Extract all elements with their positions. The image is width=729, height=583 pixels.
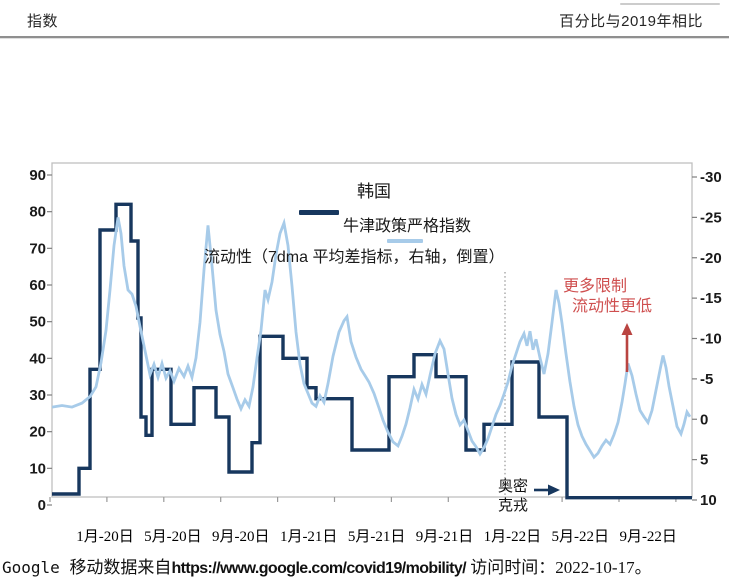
annotation-more-restrictions: 更多限制 流动性更低 bbox=[563, 277, 652, 317]
right-axis-tick-label: -25 bbox=[700, 209, 722, 226]
source-text: 移动数据来自 bbox=[69, 558, 172, 577]
x-axis-tick-label: 1月-21日 bbox=[280, 529, 338, 545]
x-axis-tick-label: 9月-21日 bbox=[416, 529, 474, 545]
x-axis-tick-label: 5月-22日 bbox=[552, 529, 610, 545]
header-divider bbox=[0, 36, 729, 39]
right-axis-tick-label: -15 bbox=[700, 290, 722, 307]
legend-label-stringency: 牛津政策严格指数 bbox=[343, 218, 472, 235]
plot-frame bbox=[51, 162, 693, 498]
annotation-omicron: 奥密 克戎 bbox=[498, 477, 528, 515]
right-axis-tick-label: 0 bbox=[700, 411, 708, 428]
source-url[interactable]: https://www.google.com/covid19/mobility/ bbox=[171, 560, 466, 577]
series-mobility-line bbox=[51, 217, 692, 460]
right-axis-tick-label: 10 bbox=[700, 492, 717, 509]
right-axis-tick-label: -20 bbox=[700, 250, 722, 267]
annotation-omicron-line1: 奥密 bbox=[498, 478, 529, 495]
annotation-omicron-line2: 克戎 bbox=[498, 497, 529, 514]
series-stringency-line bbox=[52, 202, 692, 500]
x-axis-tick-label: 5月-21日 bbox=[348, 529, 406, 545]
left-axis-tick-label: 70 bbox=[29, 240, 46, 257]
chart-title: 韩国 bbox=[357, 182, 391, 201]
right-axis-tick-label: 5 bbox=[700, 452, 708, 469]
legend-swatch-stringency bbox=[299, 210, 339, 215]
scan-artifact-line bbox=[620, 3, 720, 5]
x-axis-tick-label: 9月-22日 bbox=[619, 529, 677, 545]
left-axis-title: 指数 bbox=[27, 13, 59, 30]
annotation-more-restrictions-line2: 流动性更低 bbox=[572, 298, 653, 315]
right-axis-title: 百分比与2019年相比 bbox=[559, 13, 703, 30]
x-axis-tick-label: 5月-20日 bbox=[144, 529, 202, 545]
left-axis-tick-label: 0 bbox=[38, 497, 46, 514]
source-note: Google 移动数据来自https://www.google.com/covi… bbox=[2, 553, 652, 578]
legend-swatch-mobility bbox=[387, 239, 423, 243]
restriction-arrow-head bbox=[621, 323, 633, 335]
left-axis-tick-label: 40 bbox=[29, 350, 46, 367]
left-axis-tick-label: 10 bbox=[29, 460, 46, 477]
x-axis-tick-label: 9月-20日 bbox=[212, 529, 270, 545]
left-axis-tick-label: 60 bbox=[29, 277, 46, 294]
legend-label-mobility: 流动性（7dma 平均差指标，右轴，倒置） bbox=[204, 249, 505, 266]
source-google: Google bbox=[2, 558, 70, 577]
annotation-more-restrictions-line1: 更多限制 bbox=[563, 278, 628, 295]
right-axis-tick-label: -5 bbox=[700, 371, 713, 388]
source-access-time: 访问时间：2022-10-17。 bbox=[466, 558, 652, 577]
right-axis-tick-label: -10 bbox=[700, 331, 722, 348]
omicron-arrow-head bbox=[548, 484, 560, 496]
left-axis-tick-label: 50 bbox=[29, 314, 46, 331]
x-axis-tick-label: 1月-20日 bbox=[76, 529, 134, 545]
x-axis-tick-label: 1月-22日 bbox=[484, 529, 542, 545]
left-axis-tick-label: 90 bbox=[29, 167, 46, 184]
left-axis-tick-label: 30 bbox=[29, 387, 46, 404]
right-axis-tick-label: -30 bbox=[700, 169, 722, 186]
left-axis-tick-label: 20 bbox=[29, 424, 46, 441]
left-axis-tick-label: 80 bbox=[29, 204, 46, 221]
